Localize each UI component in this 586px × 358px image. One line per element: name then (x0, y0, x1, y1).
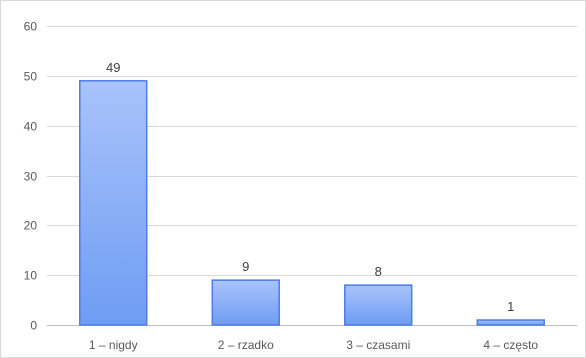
bars (79, 80, 545, 326)
y-tick-label: 0 (30, 319, 37, 333)
y-tick-label: 40 (24, 120, 38, 134)
data-label: 9 (242, 259, 249, 274)
x-tick-label: 1 – nigdy (89, 338, 138, 352)
y-tick-label: 10 (24, 269, 38, 283)
x-axis: 1 – nigdy 2 – rzadko 3 – czasami 4 – często (89, 338, 539, 352)
data-label: 49 (106, 60, 120, 75)
x-tick-label: 4 – często (483, 338, 538, 352)
data-label: 8 (375, 264, 382, 279)
bar (211, 279, 280, 326)
y-axis: 0 10 20 30 40 50 60 (24, 20, 38, 333)
data-labels: 49 9 8 1 (106, 60, 514, 314)
bar (79, 80, 148, 326)
y-tick-label: 50 (24, 70, 38, 84)
bar (476, 319, 545, 326)
data-label: 1 (507, 299, 514, 314)
y-tick-label: 20 (24, 219, 38, 233)
x-tick-label: 2 – rzadko (218, 338, 274, 352)
y-tick-label: 60 (24, 20, 38, 34)
bar (344, 284, 413, 326)
y-tick-label: 30 (24, 170, 38, 184)
x-tick-label: 3 – czasami (346, 338, 410, 352)
